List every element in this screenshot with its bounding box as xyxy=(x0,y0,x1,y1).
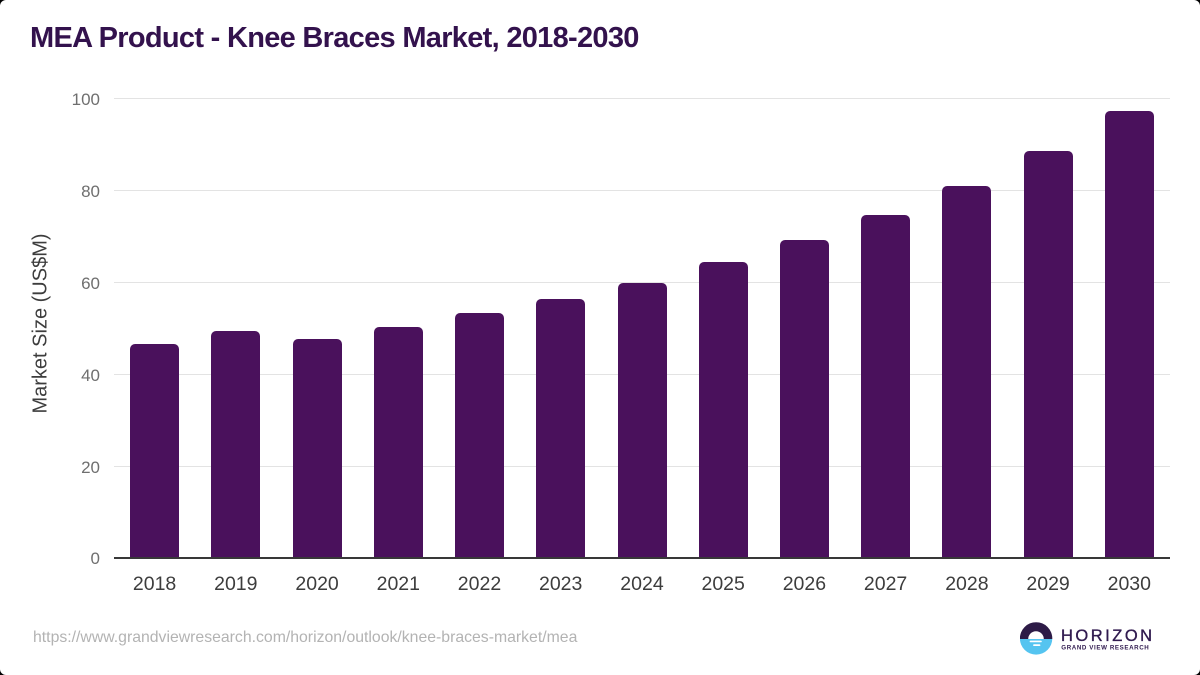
svg-text:GRAND VIEW RESEARCH: GRAND VIEW RESEARCH xyxy=(1061,645,1149,652)
svg-text:HORIZON: HORIZON xyxy=(1061,627,1155,645)
